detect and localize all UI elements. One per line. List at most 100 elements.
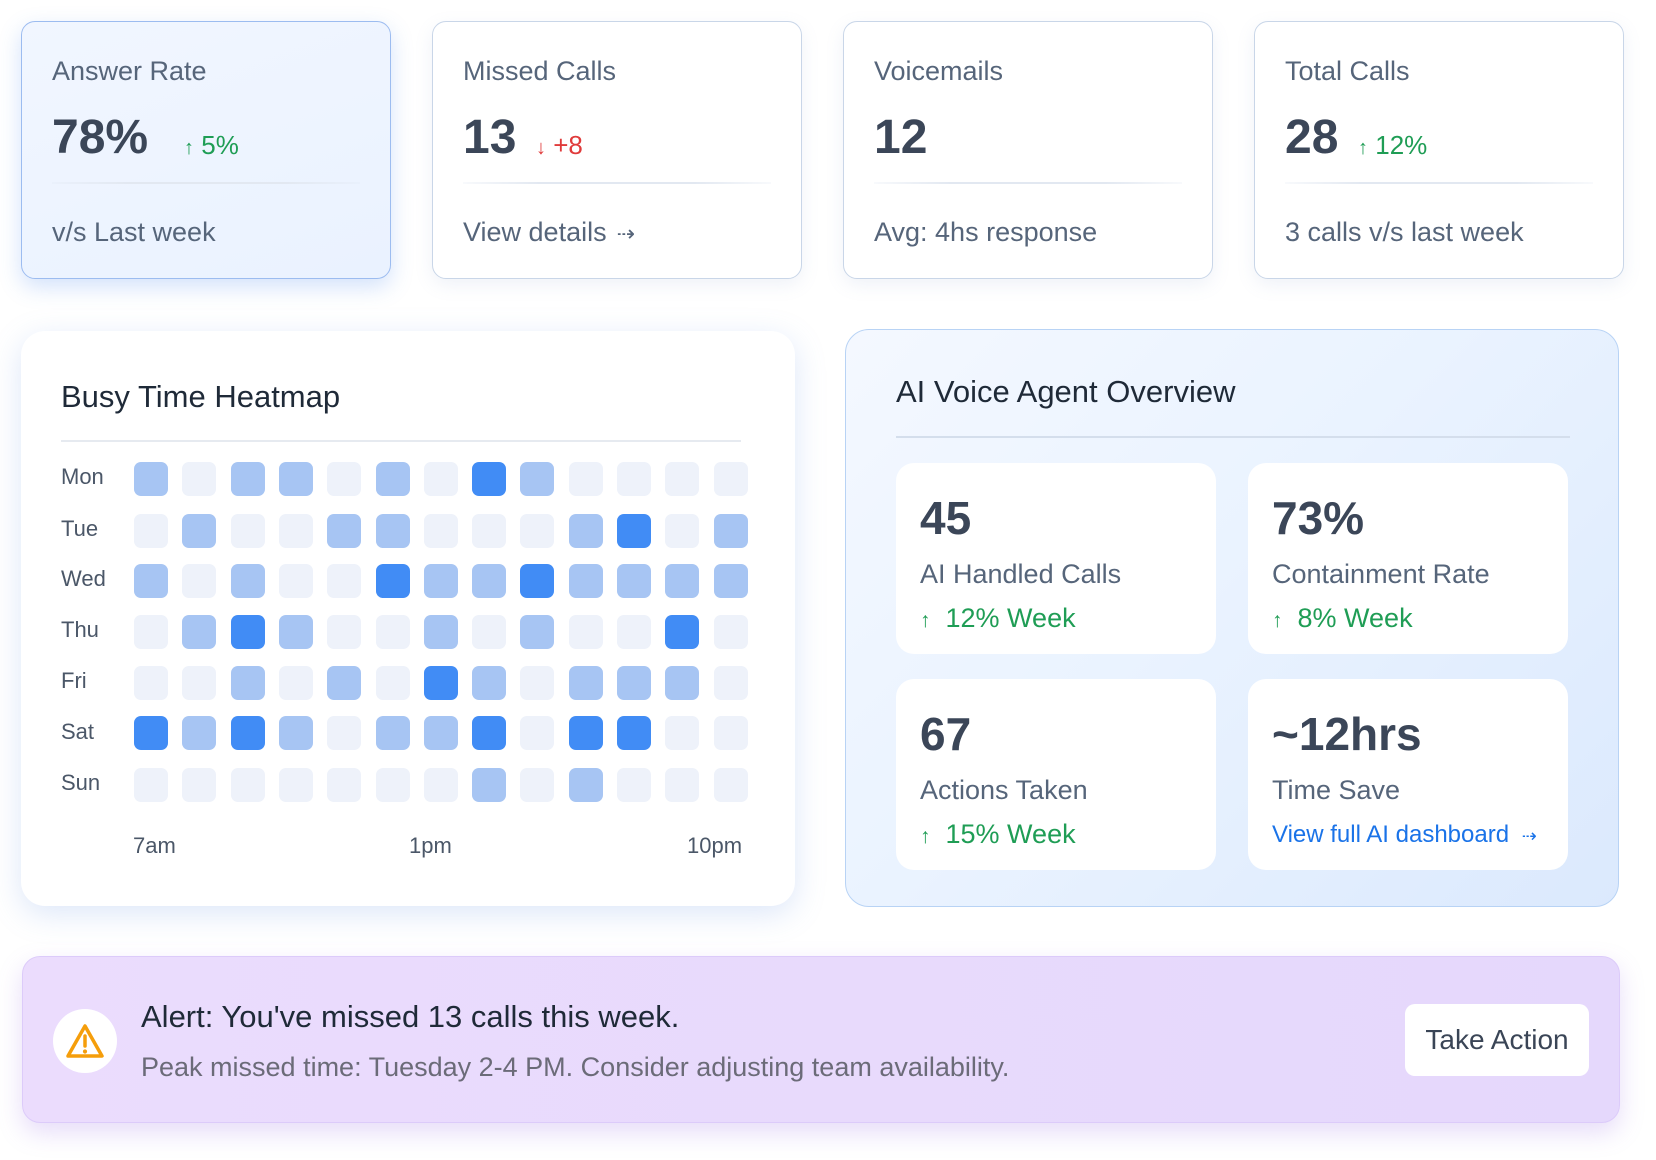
heatmap-cell[interactable] [569, 716, 603, 750]
heatmap-cell[interactable] [520, 716, 554, 750]
heatmap-cell[interactable] [279, 666, 313, 700]
heatmap-cell[interactable] [182, 768, 216, 802]
heatmap-cell[interactable] [424, 768, 458, 802]
view-full-ai-dashboard-link[interactable]: View full AI dashboard ⇢ [1272, 821, 1537, 849]
heatmap-cell[interactable] [424, 564, 458, 598]
heatmap-cell[interactable] [376, 462, 410, 496]
heatmap-cell[interactable] [376, 514, 410, 548]
heatmap-cell[interactable] [714, 564, 748, 598]
heatmap-cell[interactable] [376, 768, 410, 802]
heatmap-title: Busy Time Heatmap [61, 379, 341, 414]
heatmap-cell[interactable] [472, 514, 506, 548]
heatmap-cell[interactable] [134, 564, 168, 598]
heatmap-cell[interactable] [617, 462, 651, 496]
heatmap-cell[interactable] [134, 615, 168, 649]
heatmap-cell[interactable] [472, 716, 506, 750]
heatmap-cell[interactable] [520, 666, 554, 700]
heatmap-cell[interactable] [182, 716, 216, 750]
heatmap-cell[interactable] [569, 514, 603, 548]
heatmap-cell[interactable] [134, 462, 168, 496]
heatmap-cell[interactable] [327, 615, 361, 649]
heatmap-cell[interactable] [665, 462, 699, 496]
heatmap-cell[interactable] [665, 716, 699, 750]
heatmap-cell[interactable] [279, 615, 313, 649]
heatmap-cell[interactable] [134, 716, 168, 750]
heatmap-cell[interactable] [424, 462, 458, 496]
heatmap-cell[interactable] [714, 716, 748, 750]
heatmap-cell[interactable] [617, 564, 651, 598]
heatmap-cell[interactable] [279, 564, 313, 598]
heatmap-cell[interactable] [569, 666, 603, 700]
heatmap-cell[interactable] [665, 514, 699, 548]
heatmap-cell[interactable] [231, 716, 265, 750]
heatmap-cell[interactable] [279, 716, 313, 750]
heatmap-cell[interactable] [182, 514, 216, 548]
heatmap-cell[interactable] [231, 514, 265, 548]
stat-card-answer-rate[interactable]: Answer Rate 78% ↑ 5% v/s Last week [21, 21, 391, 279]
heatmap-cell[interactable] [617, 716, 651, 750]
heatmap-cell[interactable] [327, 514, 361, 548]
heatmap-cell[interactable] [617, 768, 651, 802]
view-details-link[interactable]: View details ⇢ [463, 217, 635, 248]
heatmap-cell[interactable] [520, 514, 554, 548]
heatmap-cell[interactable] [569, 462, 603, 496]
stat-card-total-calls[interactable]: Total Calls 28 ↑ 12% 3 calls v/s last we… [1254, 21, 1624, 279]
heatmap-cell[interactable] [327, 462, 361, 496]
heatmap-cell[interactable] [665, 666, 699, 700]
heatmap-cell[interactable] [472, 615, 506, 649]
heatmap-cell[interactable] [617, 615, 651, 649]
heatmap-cell[interactable] [376, 564, 410, 598]
heatmap-cell[interactable] [520, 768, 554, 802]
heatmap-cell[interactable] [617, 666, 651, 700]
heatmap-cell[interactable] [424, 716, 458, 750]
heatmap-cell[interactable] [376, 716, 410, 750]
heatmap-cell[interactable] [182, 666, 216, 700]
heatmap-cell[interactable] [665, 564, 699, 598]
heatmap-cell[interactable] [714, 666, 748, 700]
heatmap-cell[interactable] [472, 768, 506, 802]
heatmap-cell[interactable] [665, 768, 699, 802]
heatmap-cell[interactable] [279, 462, 313, 496]
heatmap-cell[interactable] [279, 514, 313, 548]
heatmap-cell[interactable] [424, 615, 458, 649]
heatmap-cell[interactable] [714, 514, 748, 548]
heatmap-cell[interactable] [327, 564, 361, 598]
heatmap-cell[interactable] [134, 768, 168, 802]
heatmap-cell[interactable] [424, 666, 458, 700]
heatmap-cell[interactable] [231, 615, 265, 649]
heatmap-cell[interactable] [617, 514, 651, 548]
heatmap-cell[interactable] [182, 615, 216, 649]
heatmap-cell[interactable] [569, 615, 603, 649]
heatmap-cell[interactable] [520, 564, 554, 598]
heatmap-cell[interactable] [714, 462, 748, 496]
heatmap-cell[interactable] [134, 666, 168, 700]
heatmap-cell[interactable] [182, 564, 216, 598]
heatmap-cell[interactable] [665, 615, 699, 649]
heatmap-cell[interactable] [714, 768, 748, 802]
heatmap-cell[interactable] [327, 768, 361, 802]
heatmap-cell[interactable] [231, 462, 265, 496]
heatmap-cell[interactable] [376, 666, 410, 700]
heatmap-cell[interactable] [279, 768, 313, 802]
heatmap-cell[interactable] [472, 666, 506, 700]
heatmap-cell[interactable] [134, 514, 168, 548]
stat-card-missed-calls[interactable]: Missed Calls 13 ↓ +8 View details ⇢ [432, 21, 802, 279]
heatmap-cell[interactable] [569, 564, 603, 598]
heatmap-cell[interactable] [520, 462, 554, 496]
heatmap-cell[interactable] [472, 564, 506, 598]
take-action-button[interactable]: Take Action [1405, 1004, 1589, 1076]
heatmap-cell[interactable] [569, 768, 603, 802]
heatmap-cell[interactable] [231, 768, 265, 802]
heatmap-cell[interactable] [520, 615, 554, 649]
heatmap-cell[interactable] [472, 462, 506, 496]
stat-card-voicemails[interactable]: Voicemails 12 Avg: 4hs response [843, 21, 1213, 279]
heatmap-cell[interactable] [424, 514, 458, 548]
heatmap-cell[interactable] [327, 666, 361, 700]
heatmap-cell[interactable] [376, 615, 410, 649]
heatmap-cell[interactable] [327, 716, 361, 750]
heatmap-cell[interactable] [182, 462, 216, 496]
heatmap-cell[interactable] [714, 615, 748, 649]
heatmap-cell[interactable] [231, 666, 265, 700]
stat-label: Answer Rate [52, 56, 207, 86]
heatmap-cell[interactable] [231, 564, 265, 598]
